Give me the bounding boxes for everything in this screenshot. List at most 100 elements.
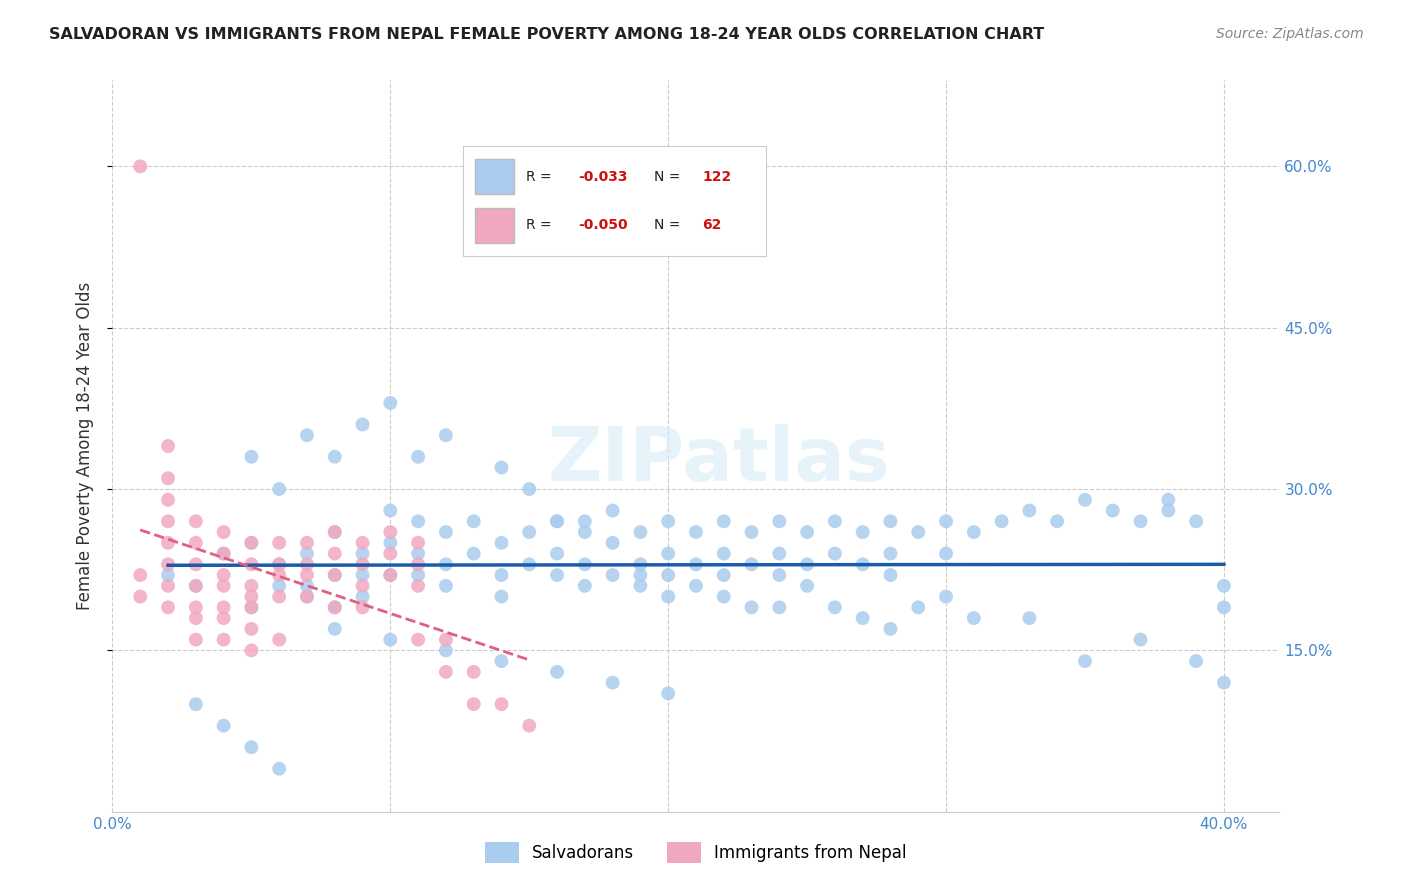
Point (657, 590, 679, 604)
Point (879, 568, 901, 582)
Point (491, 460, 513, 475)
Point (685, 558, 707, 572)
Point (212, 632, 235, 647)
Point (657, 686, 679, 700)
Point (768, 547, 790, 561)
Text: SALVADORAN VS IMMIGRANTS FROM NEPAL FEMALE POVERTY AMONG 18-24 YEAR OLDS CORRELA: SALVADORAN VS IMMIGRANTS FROM NEPAL FEMA… (49, 27, 1045, 42)
Point (517, 558, 540, 572)
Point (295, 547, 318, 561)
Point (157, 471, 180, 485)
Legend: Salvadorans, Immigrants from Nepal: Salvadorans, Immigrants from Nepal (478, 836, 914, 869)
Point (352, 600, 374, 615)
Point (602, 675, 624, 690)
Point (1129, 632, 1152, 647)
Point (602, 568, 624, 582)
Point (240, 536, 263, 550)
Point (406, 568, 429, 582)
Point (628, 568, 651, 582)
Point (184, 611, 207, 625)
Point (990, 514, 1012, 528)
Point (824, 600, 846, 615)
Point (352, 417, 374, 432)
Point (546, 568, 568, 582)
Point (824, 547, 846, 561)
Point (295, 558, 318, 572)
Point (184, 558, 207, 572)
Point (1074, 654, 1097, 668)
Point (406, 547, 429, 561)
Point (1018, 611, 1040, 625)
Point (380, 524, 402, 539)
Point (269, 558, 291, 572)
Point (352, 558, 374, 572)
Point (824, 514, 846, 528)
Point (741, 524, 763, 539)
Point (546, 514, 568, 528)
Point (574, 579, 596, 593)
Point (352, 547, 374, 561)
Point (768, 600, 790, 615)
Point (295, 590, 318, 604)
Point (380, 568, 402, 582)
Point (352, 590, 374, 604)
Point (157, 492, 180, 507)
Point (1185, 654, 1208, 668)
Point (380, 503, 402, 517)
Point (157, 439, 180, 453)
Point (352, 579, 374, 593)
Point (323, 524, 346, 539)
Point (269, 482, 291, 496)
Point (657, 514, 679, 528)
Point (240, 643, 263, 657)
Point (628, 524, 651, 539)
Point (491, 536, 513, 550)
Point (269, 579, 291, 593)
Point (406, 514, 429, 528)
Point (295, 568, 318, 582)
Point (295, 536, 318, 550)
Point (380, 632, 402, 647)
Point (657, 568, 679, 582)
Point (935, 547, 957, 561)
Point (295, 579, 318, 593)
Point (212, 600, 235, 615)
Point (935, 514, 957, 528)
Point (406, 450, 429, 464)
Point (406, 536, 429, 550)
Point (879, 514, 901, 528)
Y-axis label: Female Poverty Among 18-24 Year Olds: Female Poverty Among 18-24 Year Olds (76, 282, 94, 610)
Point (796, 524, 818, 539)
Point (1212, 600, 1234, 615)
Point (741, 558, 763, 572)
Point (628, 579, 651, 593)
Point (157, 600, 180, 615)
Point (212, 568, 235, 582)
Point (406, 632, 429, 647)
Point (713, 514, 735, 528)
Point (434, 665, 457, 679)
Point (240, 536, 263, 550)
Point (1018, 503, 1040, 517)
Point (269, 632, 291, 647)
Point (491, 568, 513, 582)
Point (517, 719, 540, 733)
Point (323, 547, 346, 561)
Point (1157, 503, 1180, 517)
Point (157, 536, 180, 550)
Point (240, 450, 263, 464)
Point (380, 568, 402, 582)
Point (406, 558, 429, 572)
Point (129, 159, 152, 173)
Point (796, 558, 818, 572)
Point (517, 482, 540, 496)
Point (963, 524, 986, 539)
Point (269, 568, 291, 582)
Point (963, 611, 986, 625)
Point (602, 536, 624, 550)
Point (157, 568, 180, 582)
Point (1129, 514, 1152, 528)
Point (491, 654, 513, 668)
Point (434, 428, 457, 442)
Point (157, 579, 180, 593)
Point (269, 762, 291, 776)
